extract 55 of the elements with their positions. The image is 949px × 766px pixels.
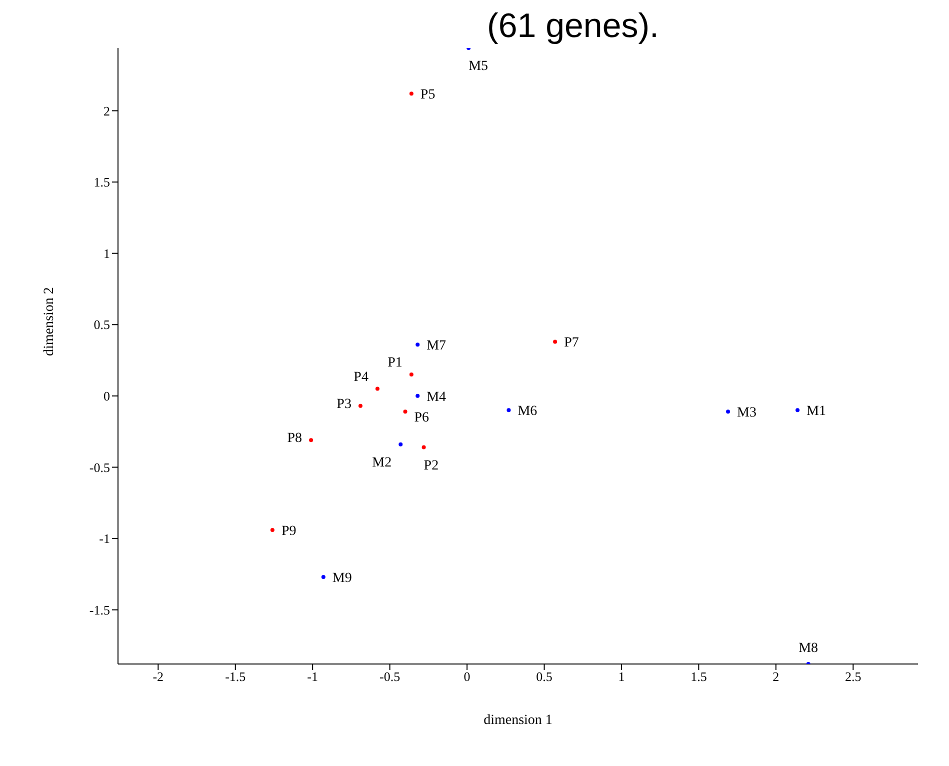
- x-axis-title: dimension 1: [484, 713, 552, 728]
- data-label: P7: [564, 336, 579, 351]
- y-tick-label: 0: [104, 388, 110, 404]
- data-label: M9: [332, 571, 352, 586]
- data-label: P8: [287, 431, 302, 446]
- data-label: P4: [354, 370, 368, 385]
- data-label: P9: [281, 524, 296, 539]
- data-label: M7: [426, 338, 446, 354]
- x-tick-label: 0.5: [536, 669, 552, 684]
- point: [416, 342, 420, 347]
- point: [796, 408, 800, 412]
- data-label: M3: [737, 406, 756, 421]
- point: [358, 404, 362, 408]
- x-tick-label: 2.5: [845, 669, 862, 684]
- point: [309, 438, 314, 442]
- point: [409, 92, 414, 96]
- data-label: P3: [336, 396, 352, 412]
- x-tick-label: -1.5: [225, 669, 246, 684]
- chart-title: (61 genes).: [486, 7, 660, 45]
- y-tick-label: 0.5: [94, 317, 110, 332]
- point: [375, 386, 380, 391]
- point: [270, 528, 274, 532]
- data-label: P2: [424, 458, 439, 474]
- point: [416, 394, 420, 398]
- data-label: M6: [518, 404, 538, 420]
- y-tick-label: -1: [99, 531, 110, 546]
- x-tick-label: 2: [772, 669, 780, 684]
- point: [403, 410, 408, 414]
- point: [726, 410, 730, 414]
- point: [398, 442, 403, 446]
- point: [422, 445, 426, 450]
- x-tick-label: 0: [464, 669, 470, 684]
- point: [553, 340, 558, 344]
- x-tick-label: -2: [152, 669, 164, 684]
- y-tick-label: 1: [104, 246, 110, 261]
- data-label: P6: [414, 410, 430, 426]
- x-tick-label: -1: [307, 669, 318, 684]
- data-label: M8: [798, 641, 818, 656]
- y-tick-label: 2: [104, 103, 110, 118]
- data-label: M4: [426, 390, 446, 405]
- point: [321, 575, 326, 580]
- data-label: P1: [388, 356, 402, 371]
- data-label: M5: [468, 59, 488, 74]
- y-tick-label: 1.5: [94, 174, 110, 190]
- x-tick-label: 1.5: [690, 669, 707, 684]
- x-tick-label: 1: [618, 669, 625, 684]
- y-tick-label: -1.5: [89, 602, 110, 618]
- data-label: P5: [420, 88, 436, 103]
- data-label: M2: [372, 455, 392, 470]
- point: [409, 372, 414, 377]
- y-axis-title: dimension 2: [42, 287, 57, 356]
- y-tick-label: -0.5: [89, 460, 110, 475]
- point: [506, 408, 511, 412]
- x-tick-label: -0.5: [380, 669, 400, 684]
- data-label: M1: [806, 404, 826, 420]
